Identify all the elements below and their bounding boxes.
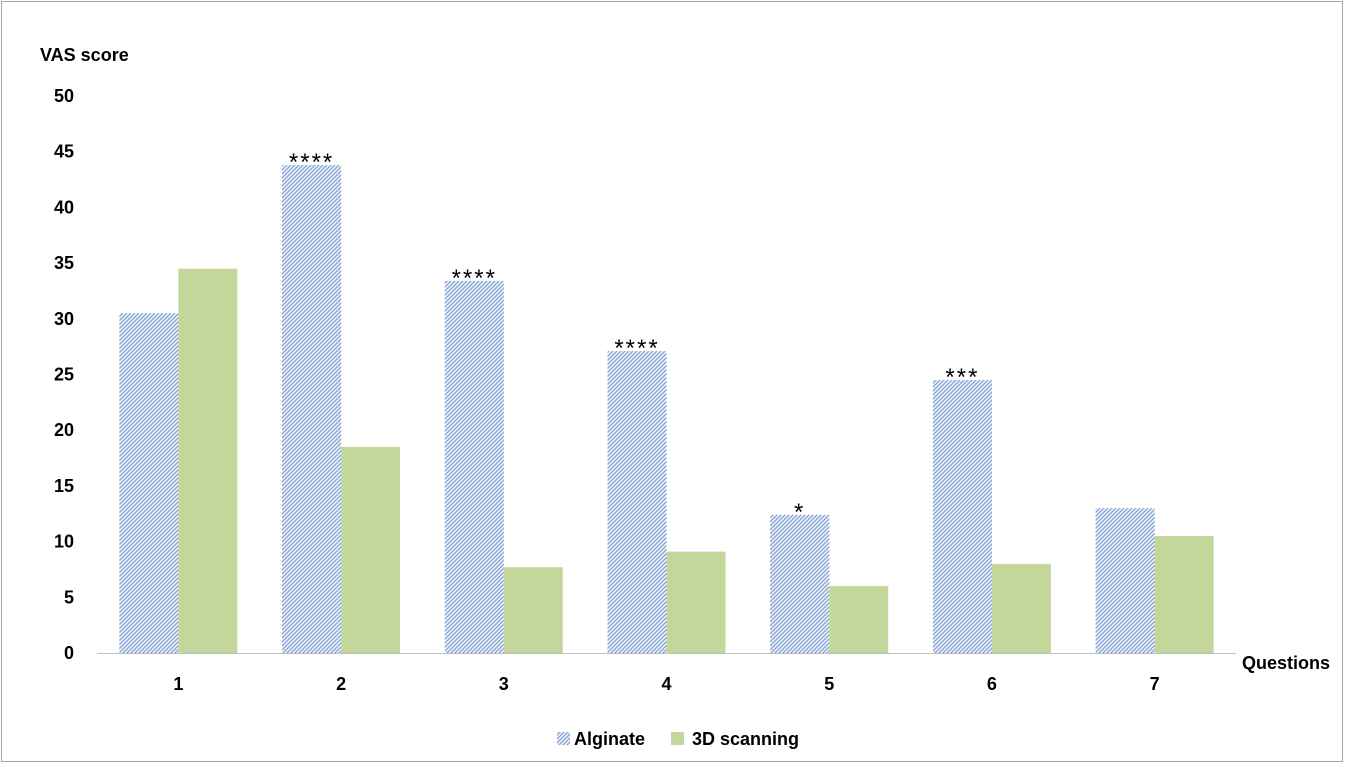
x-tick-label: 5 (824, 674, 834, 694)
y-tick-label: 15 (54, 476, 74, 496)
bar-3d-scanning-q2 (341, 446, 401, 653)
bar-3d-scanning-q6 (991, 563, 1051, 653)
significance-marker: **** (614, 335, 659, 362)
significance-marker: **** (289, 149, 334, 176)
x-tick-label: 1 (173, 674, 183, 694)
legend-label-alginate: Alginate (574, 729, 645, 749)
bar-3d-scanning-q4 (666, 551, 726, 653)
significance-marker: * (794, 499, 805, 526)
bars-group (119, 165, 1214, 653)
y-tick-label: 25 (54, 365, 74, 385)
legend-swatch-alginate (557, 732, 570, 745)
y-tick-label: 10 (54, 532, 74, 552)
significance-marker: **** (452, 265, 497, 292)
x-tick-label: 3 (499, 674, 509, 694)
bar-alginate-q1 (119, 313, 179, 653)
y-tick-label: 30 (54, 309, 74, 329)
x-tick-label: 2 (336, 674, 346, 694)
x-axis-title: Questions (1242, 653, 1330, 673)
significance-marker: *** (945, 364, 979, 391)
bar-3d-scanning-q3 (503, 567, 563, 653)
bar-alginate-q5 (770, 514, 830, 653)
y-tick-label: 45 (54, 142, 74, 162)
y-tick-label: 5 (64, 587, 74, 607)
y-tick-label: 35 (54, 253, 74, 273)
significance-annotations: **************** (289, 149, 979, 526)
x-tick-label: 6 (987, 674, 997, 694)
bar-3d-scanning-q1 (178, 268, 238, 653)
legend-label-3d-scanning: 3D scanning (692, 729, 799, 749)
x-tick-label: 4 (661, 674, 671, 694)
legend: Alginate 3D scanning (557, 729, 799, 749)
bar-alginate-q3 (444, 280, 504, 653)
legend-swatch-3d-scanning (671, 732, 684, 745)
bar-3d-scanning-q5 (829, 586, 889, 653)
x-tick-label: 7 (1150, 674, 1160, 694)
y-axis: 0 5 10 15 20 25 30 35 40 45 50 (54, 86, 74, 663)
y-tick-label: 50 (54, 86, 74, 106)
x-axis: 1 2 3 4 5 6 7 (173, 674, 1159, 694)
y-axis-title: VAS score (40, 45, 129, 65)
bar-alginate-q4 (607, 351, 667, 653)
bar-alginate-q7 (1095, 508, 1155, 653)
y-tick-label: 0 (64, 643, 74, 663)
bar-3d-scanning-q7 (1154, 536, 1214, 653)
bar-alginate-q6 (932, 380, 992, 653)
bar-alginate-q2 (282, 165, 342, 653)
y-tick-label: 40 (54, 197, 74, 217)
y-tick-label: 20 (54, 420, 74, 440)
